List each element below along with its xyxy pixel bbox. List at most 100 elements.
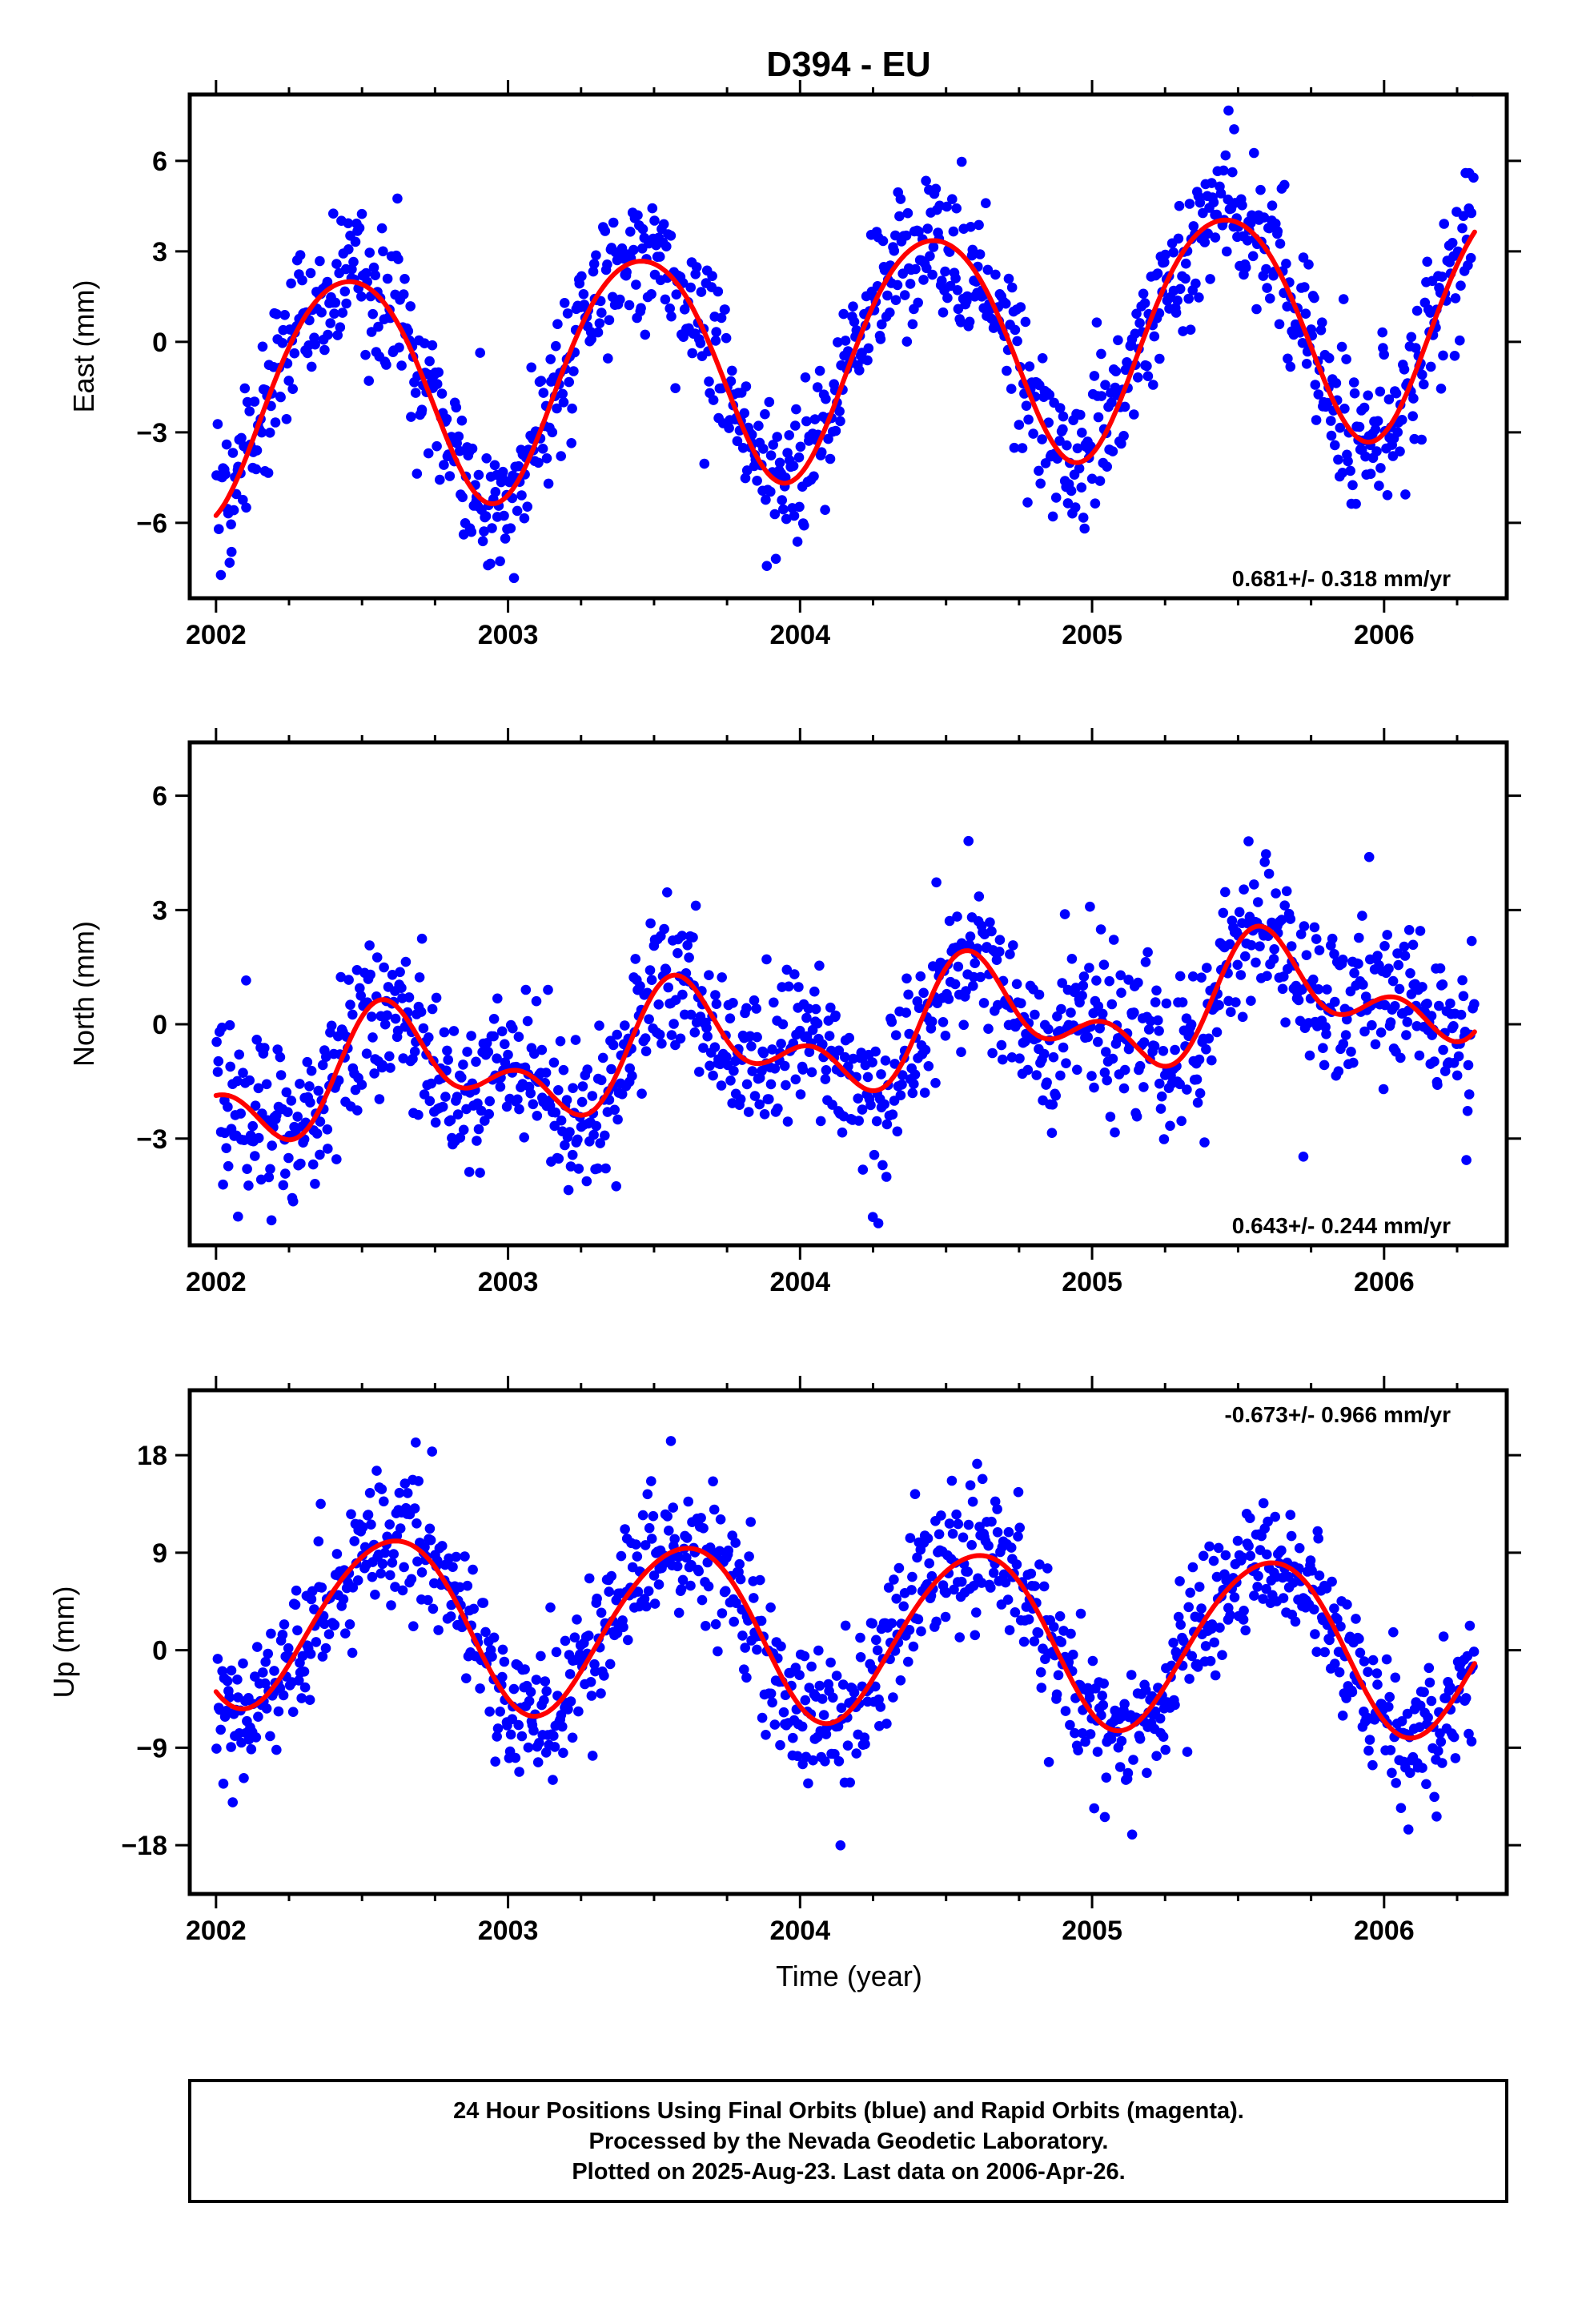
north-data-point xyxy=(728,998,738,1008)
up-data-point xyxy=(1126,1670,1137,1680)
up-data-point xyxy=(637,1510,648,1521)
north-data-point xyxy=(1321,1029,1331,1039)
east-data-point xyxy=(551,340,561,352)
east-data-point xyxy=(497,466,508,477)
up-data-point xyxy=(305,1649,316,1659)
north-data-point xyxy=(409,1046,420,1057)
up-data-point xyxy=(1128,1755,1138,1765)
up-frame xyxy=(187,1388,1509,1896)
up-data-point xyxy=(311,1637,322,1647)
north-data-point xyxy=(644,965,656,975)
east-data-point xyxy=(691,262,702,272)
up-data-point xyxy=(1196,1603,1207,1614)
up-data-point xyxy=(507,1714,518,1724)
north-data-point xyxy=(311,1128,323,1139)
up-data-point xyxy=(1354,1634,1364,1644)
north-data-point xyxy=(715,1059,725,1070)
east-data-point xyxy=(1188,221,1199,231)
north-data-point xyxy=(640,1046,652,1056)
north-data-point xyxy=(253,1083,264,1094)
north-y-axis-label: North (mm) xyxy=(67,921,100,1067)
north-data-point xyxy=(1363,851,1375,862)
east-data-point xyxy=(283,376,295,386)
east-data-point xyxy=(877,319,887,330)
up-data-point xyxy=(1092,1747,1103,1757)
north-data-point xyxy=(1056,1003,1066,1015)
east-data-point xyxy=(1154,353,1165,364)
east-data-point xyxy=(1014,420,1025,430)
up-data-point xyxy=(709,1504,720,1515)
east-data-point xyxy=(1003,273,1014,284)
north-points xyxy=(211,835,1480,1228)
north-data-point xyxy=(928,961,938,971)
east-data-point xyxy=(882,290,893,301)
up-data-point xyxy=(1307,1566,1317,1576)
north-data-point xyxy=(347,1009,358,1020)
north-data-point xyxy=(729,1065,739,1076)
north-data-point xyxy=(443,1055,453,1065)
east-data-point xyxy=(913,297,923,308)
north-data-point xyxy=(1239,884,1249,895)
north-data-point xyxy=(749,995,760,1006)
up-data-point xyxy=(1429,1791,1439,1803)
east-data-point xyxy=(1449,351,1460,361)
east-data-point xyxy=(328,208,339,219)
up-y-tick-label: −9 xyxy=(136,1733,167,1763)
east-data-point xyxy=(1310,380,1321,390)
east-data-point xyxy=(302,348,313,359)
north-data-point xyxy=(315,1149,325,1160)
north-data-point xyxy=(1108,935,1119,945)
north-data-point xyxy=(609,1104,620,1116)
north-data-point xyxy=(1231,997,1241,1007)
east-data-point xyxy=(393,254,404,264)
east-data-point xyxy=(343,244,354,255)
north-data-point xyxy=(1338,1039,1349,1049)
east-data-point xyxy=(1425,361,1436,372)
north-data-point xyxy=(1259,857,1270,867)
north-data-point xyxy=(862,1072,873,1083)
up-data-point xyxy=(983,1540,994,1551)
north-data-point xyxy=(1129,1007,1139,1018)
north-data-point xyxy=(224,1019,235,1031)
north-data-point xyxy=(1348,1057,1359,1068)
north-data-point xyxy=(424,1096,436,1107)
up-data-point xyxy=(1367,1655,1379,1666)
north-data-point xyxy=(1382,930,1392,940)
up-data-point xyxy=(1210,1670,1221,1681)
north-data-point xyxy=(1142,947,1153,958)
north-data-point xyxy=(1008,940,1018,951)
north-data-point xyxy=(587,1091,598,1101)
north-data-point xyxy=(577,1081,588,1092)
east-data-point xyxy=(1315,325,1327,336)
east-data-point xyxy=(1223,105,1234,116)
north-data-point xyxy=(919,1088,930,1098)
east-data-point xyxy=(406,412,416,422)
up-data-point xyxy=(1395,1803,1407,1813)
east-data-point xyxy=(1076,482,1087,493)
up-data-point xyxy=(564,1669,576,1679)
up-y-axis-label: Up (mm) xyxy=(47,1586,80,1699)
up-data-point xyxy=(508,1683,520,1695)
north-data-point xyxy=(909,1069,921,1080)
north-data-point xyxy=(1150,997,1161,1007)
north-data-point xyxy=(484,1096,495,1107)
north-data-point xyxy=(611,1181,621,1192)
north-data-point xyxy=(958,1019,969,1031)
up-data-point xyxy=(261,1703,272,1714)
up-data-point xyxy=(451,1551,461,1562)
north-data-point xyxy=(213,1055,224,1067)
east-data-point xyxy=(665,231,677,241)
north-data-point xyxy=(361,1048,372,1059)
up-data-point xyxy=(400,1478,411,1489)
north-data-point xyxy=(244,1075,255,1086)
up-data-point xyxy=(1225,1610,1235,1621)
up-data-point xyxy=(1324,1634,1335,1646)
up-data-point xyxy=(596,1688,606,1699)
east-data-point xyxy=(479,526,489,537)
east-data-point xyxy=(1058,411,1069,422)
north-data-point xyxy=(1218,907,1229,919)
east-data-point xyxy=(1142,371,1154,382)
east-data-point xyxy=(1336,341,1347,352)
east-data-point xyxy=(1371,446,1382,456)
north-data-point xyxy=(471,1056,481,1068)
